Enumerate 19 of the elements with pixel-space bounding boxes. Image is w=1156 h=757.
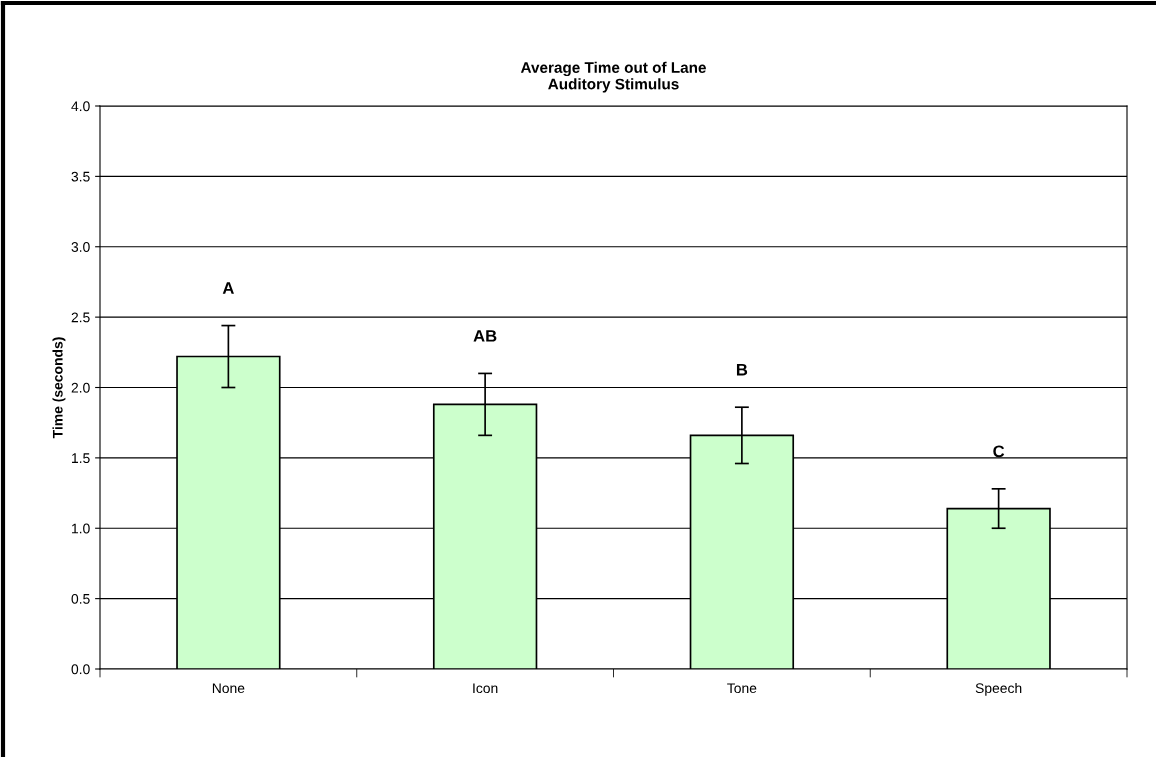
annotation: C <box>993 445 1005 458</box>
annotation: B <box>736 363 748 376</box>
x-tick-label: Icon <box>473 683 498 694</box>
y-tick-label: 4.0 <box>71 101 90 112</box>
y-tick-label: 2.0 <box>71 382 90 393</box>
y-tick-label: 0.5 <box>71 593 90 604</box>
y-axis-title: Time (seconds) <box>52 337 66 439</box>
y-tick-label: 2.5 <box>71 312 90 323</box>
x-tick-label: Tone <box>727 683 757 694</box>
y-tick-label: 0.0 <box>71 664 90 675</box>
y-tick-label: 1.0 <box>72 523 90 534</box>
x-tick-label: None <box>212 683 245 694</box>
chart-title: Average Time out of Lane Auditory Stimulus <box>520 61 706 93</box>
annotation: AB <box>473 330 497 342</box>
y-tick-label: 3.0 <box>71 242 90 252</box>
y-tick-label: 1.5 <box>72 453 90 464</box>
x-tick-label: Speech <box>975 682 1022 696</box>
annotation: A <box>222 282 234 294</box>
y-tick-label: 3.5 <box>71 171 90 182</box>
